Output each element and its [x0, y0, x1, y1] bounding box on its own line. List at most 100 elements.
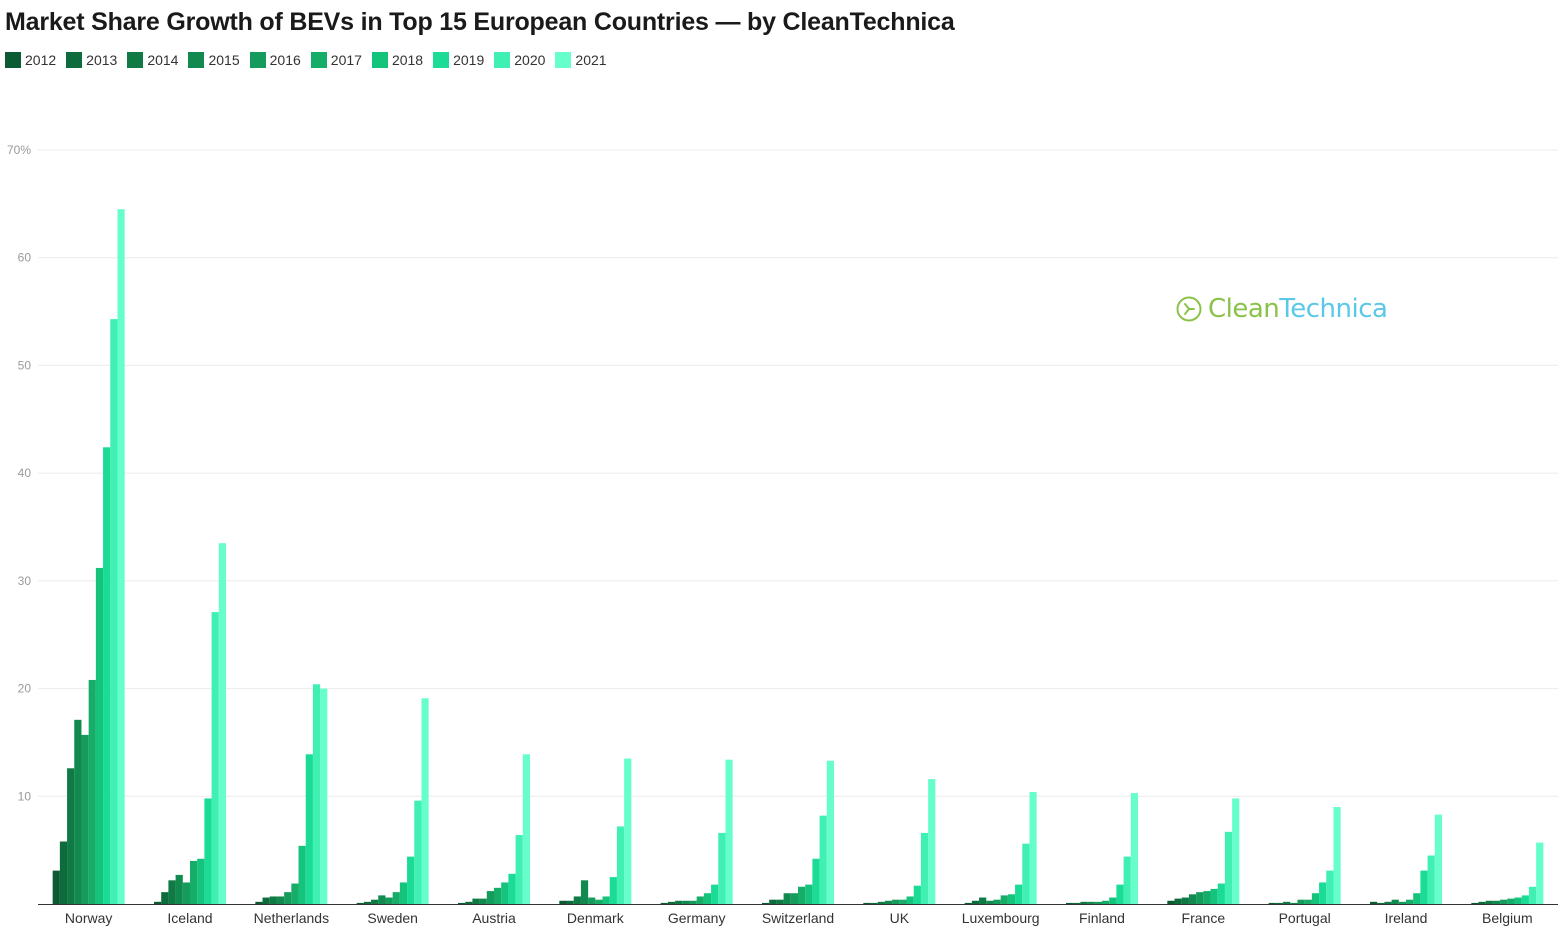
legend-label-2016: 2016 — [269, 52, 301, 68]
bar-portugal-2013 — [1275, 902, 1284, 904]
bar-iceland-2019 — [204, 798, 212, 904]
bar-germany-2012 — [660, 902, 668, 904]
bar-netherlands-2020 — [312, 684, 321, 904]
bar-switzerland-2013 — [769, 899, 777, 904]
bar-iceland-2012 — [154, 901, 162, 904]
x-category-label: France — [1182, 910, 1226, 926]
legend-label-2017: 2017 — [330, 52, 362, 68]
bar-uk-2019 — [913, 885, 921, 904]
bar-sweden-2015 — [378, 895, 386, 904]
bar-germany-2016 — [689, 900, 697, 904]
x-category-label: Norway — [65, 910, 112, 926]
bar-austria-2015 — [479, 898, 487, 904]
bar-austria-2014 — [472, 898, 480, 904]
legend-item-2012: 2012 — [5, 52, 56, 68]
legend-label-2018: 2018 — [391, 52, 424, 68]
legend-swatch-2017 — [310, 52, 327, 68]
bar-austria-2018 — [501, 882, 509, 904]
bar-norway-2014 — [67, 768, 75, 904]
bar-belgium-2021 — [1536, 842, 1544, 904]
bar-uk-2014 — [877, 901, 885, 904]
bar-sweden-2014 — [371, 899, 379, 904]
bar-norway-2015 — [74, 719, 82, 904]
y-tick-label: 50 — [18, 358, 32, 372]
bar-uk-2015 — [884, 900, 893, 904]
bar-luxembourg-2016 — [993, 899, 1001, 904]
bar-switzerland-2018 — [805, 884, 813, 904]
bar-ireland-2020 — [1427, 855, 1435, 904]
bar-belgium-2012 — [1471, 902, 1479, 904]
y-tick-label: 20 — [18, 682, 32, 696]
cleantechnica-watermark: CleanTechnica — [1176, 294, 1388, 324]
bar-austria-2019 — [508, 873, 516, 904]
legend-item-2021: 2021 — [555, 52, 607, 68]
bar-sweden-2012 — [356, 902, 364, 904]
bar-france-2021 — [1232, 798, 1240, 904]
y-tick-label: 60 — [18, 251, 32, 265]
bar-finland-2018 — [1109, 897, 1117, 904]
bar-iceland-2013 — [161, 892, 169, 904]
bar-portugal-2012 — [1268, 902, 1276, 904]
bar-iceland-2017 — [190, 860, 198, 904]
bar-denmark-2020 — [616, 826, 625, 904]
bar-iceland-2014 — [168, 880, 176, 904]
bar-switzerland-2015 — [783, 893, 791, 904]
bar-austria-2012 — [458, 902, 466, 904]
bar-netherlands-2019 — [305, 754, 313, 904]
bar-france-2018 — [1210, 888, 1218, 904]
bar-luxembourg-2018 — [1007, 894, 1016, 904]
legend-item-2020: 2020 — [494, 52, 545, 68]
legend-swatch-2020 — [494, 52, 511, 68]
watermark-technica: Technica — [1279, 294, 1388, 324]
legend-label-2021: 2021 — [575, 52, 607, 68]
bar-uk-2017 — [899, 899, 907, 904]
bar-switzerland-2016 — [790, 893, 798, 904]
bar-sweden-2020 — [414, 800, 422, 904]
bar-austria-2013 — [465, 901, 473, 904]
legend-swatch-2016 — [249, 52, 266, 68]
bar-france-2017 — [1203, 891, 1211, 904]
bar-belgium-2016 — [1500, 899, 1508, 904]
bar-ireland-2017 — [1406, 899, 1414, 904]
bar-luxembourg-2012 — [964, 902, 972, 904]
bar-austria-2021 — [522, 754, 530, 904]
bar-iceland-2015 — [175, 874, 183, 904]
bar-switzerland-2019 — [812, 858, 820, 904]
bar-luxembourg-2017 — [1000, 895, 1008, 904]
cleantechnica-logo-icon — [1176, 296, 1202, 322]
bar-france-2012 — [1167, 900, 1175, 904]
legend-item-2019: 2019 — [433, 52, 484, 68]
bar-portugal-2021 — [1333, 807, 1341, 904]
bar-germany-2013 — [667, 901, 676, 904]
x-category-label: Denmark — [567, 910, 625, 926]
bar-germany-2019 — [711, 884, 719, 904]
bar-sweden-2013 — [363, 901, 372, 904]
bar-finland-2015 — [1087, 901, 1095, 904]
legend-label-2014: 2014 — [147, 52, 179, 68]
bar-france-2019 — [1217, 883, 1225, 904]
bar-switzerland-2021 — [826, 760, 834, 904]
bar-uk-2020 — [920, 832, 929, 904]
bar-germany-2014 — [675, 900, 683, 904]
bar-france-2015 — [1188, 894, 1197, 904]
chart-title: Market Share Growth of BEVs in Top 15 Eu… — [5, 8, 955, 36]
bar-norway-2018 — [95, 567, 104, 904]
y-tick-label: 30 — [18, 574, 32, 588]
legend-swatch-2015 — [188, 52, 205, 68]
bar-portugal-2018 — [1311, 893, 1320, 904]
bar-norway-2012 — [52, 870, 60, 904]
bar-portugal-2020 — [1326, 870, 1334, 904]
bar-sweden-2016 — [385, 897, 393, 904]
bar-denmark-2021 — [624, 758, 632, 904]
bar-luxembourg-2014 — [979, 897, 987, 904]
bar-belgium-2017 — [1507, 898, 1515, 904]
bar-denmark-2013 — [566, 900, 574, 904]
bar-luxembourg-2013 — [971, 900, 980, 904]
bar-netherlands-2014 — [269, 896, 277, 904]
watermark-clean: Clean — [1208, 294, 1280, 324]
bar-ireland-2021 — [1434, 814, 1442, 904]
bar-portugal-2019 — [1319, 882, 1327, 904]
bar-finland-2021 — [1130, 793, 1138, 904]
bar-france-2016 — [1196, 892, 1204, 904]
legend-item-2018: 2018 — [371, 52, 424, 68]
